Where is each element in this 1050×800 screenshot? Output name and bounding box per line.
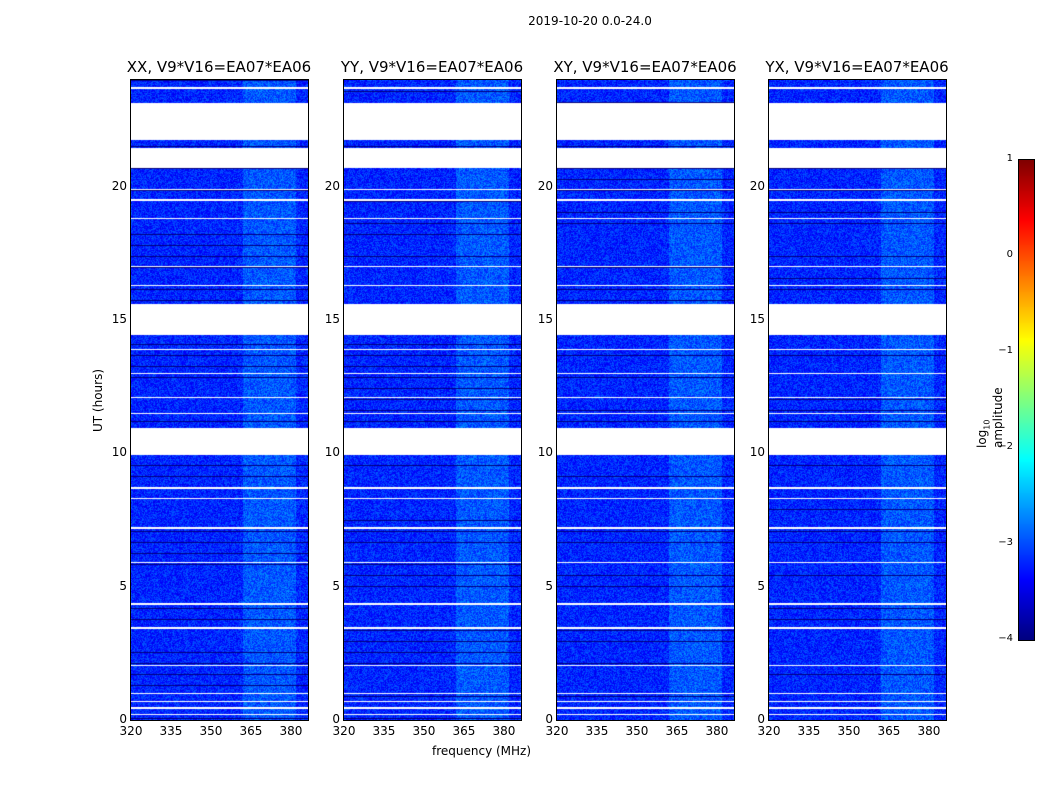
x-tick-label: 350 xyxy=(199,724,223,738)
heatmap-panel xyxy=(556,79,735,721)
panel-title: YY, V9*V16=EA07*EA06 xyxy=(340,58,524,76)
heatmap-image xyxy=(769,80,946,720)
heatmap-image xyxy=(344,80,521,720)
y-tick-label: 5 xyxy=(757,578,765,593)
y-tick-label: 0 xyxy=(545,712,553,726)
y-tick-label: 20 xyxy=(111,178,127,193)
y-tick-label: 10 xyxy=(111,445,127,460)
colorbar-label: log10 amplitude xyxy=(975,387,1006,448)
x-tick-label: 320 xyxy=(119,724,143,738)
panel-title: YX, V9*V16=EA07*EA06 xyxy=(765,58,949,76)
x-tick-label: 320 xyxy=(545,724,569,738)
heatmap-panel xyxy=(343,79,522,721)
y-tick-label: 15 xyxy=(111,312,127,326)
heatmap-panel xyxy=(768,79,947,721)
y-tick-label: 0 xyxy=(757,712,765,726)
x-tick-label: 335 xyxy=(585,724,609,738)
x-tick-label: 380 xyxy=(279,724,303,738)
x-tick-label: 365 xyxy=(452,724,476,738)
y-tick-label: 20 xyxy=(537,178,553,193)
colorbar-tick-label: 0 xyxy=(1006,249,1013,260)
heatmap-image xyxy=(557,80,734,720)
heatmap-panel xyxy=(130,79,309,721)
x-tick-label: 335 xyxy=(372,724,396,738)
x-tick-label: 350 xyxy=(837,724,861,738)
x-tick-label: 320 xyxy=(757,724,781,738)
x-tick-label: 365 xyxy=(239,724,263,738)
colorbar-tick-label: −1 xyxy=(998,345,1013,356)
x-tick-label: 365 xyxy=(877,724,901,738)
y-tick-label: 20 xyxy=(324,178,340,193)
x-tick-label: 365 xyxy=(665,724,689,738)
colorbar-tick-label: 1 xyxy=(1006,153,1013,164)
y-tick-label: 5 xyxy=(332,578,340,593)
y-tick-label: 5 xyxy=(545,578,553,593)
panel-title: XX, V9*V16=EA07*EA06 xyxy=(126,58,312,76)
y-axis-label: UT (hours) xyxy=(91,368,105,432)
colorbar-tick-label: −2 xyxy=(998,441,1013,452)
y-tick-label: 10 xyxy=(324,445,340,460)
panel-title: XY, V9*V16=EA07*EA06 xyxy=(553,58,737,76)
x-axis-label: frequency (MHz) xyxy=(432,744,532,758)
figure-title: 2019-10-20 0.0-24.0 xyxy=(528,14,652,28)
colorbar xyxy=(1018,159,1035,641)
x-tick-label: 350 xyxy=(625,724,649,738)
heatmap-image xyxy=(131,80,308,720)
y-tick-label: 10 xyxy=(749,445,765,460)
y-tick-label: 15 xyxy=(749,312,765,326)
colorbar-tick-label: −4 xyxy=(998,633,1013,644)
x-tick-label: 320 xyxy=(332,724,356,738)
colorbar-gradient xyxy=(1019,160,1034,640)
y-tick-label: 15 xyxy=(537,312,553,326)
x-tick-label: 380 xyxy=(705,724,729,738)
y-tick-label: 15 xyxy=(324,312,340,326)
x-tick-label: 350 xyxy=(412,724,436,738)
y-tick-label: 0 xyxy=(119,712,127,726)
y-tick-label: 10 xyxy=(537,445,553,460)
x-tick-label: 380 xyxy=(917,724,941,738)
colorbar-tick-label: −3 xyxy=(998,537,1013,548)
y-tick-label: 20 xyxy=(749,178,765,193)
x-tick-label: 335 xyxy=(797,724,821,738)
x-tick-label: 380 xyxy=(492,724,516,738)
y-tick-label: 5 xyxy=(119,578,127,593)
x-tick-label: 335 xyxy=(159,724,183,738)
y-tick-label: 0 xyxy=(332,712,340,726)
